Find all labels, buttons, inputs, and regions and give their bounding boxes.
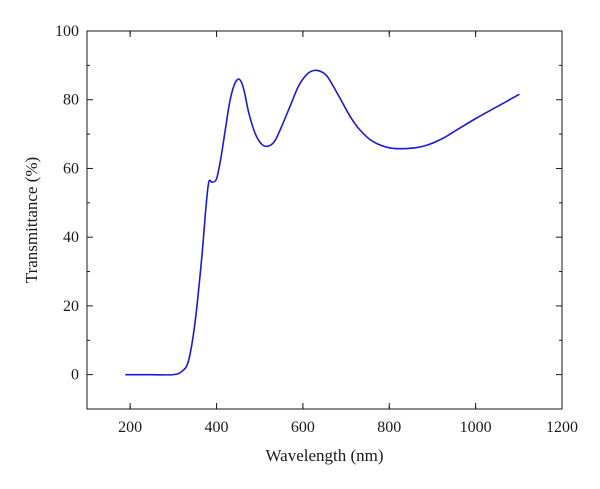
y-tick-label: 100 xyxy=(55,23,79,40)
y-tick-label: 20 xyxy=(63,298,79,315)
plot-frame xyxy=(86,30,563,410)
axis-tick-labels: 200 400 600 800 1000 1200 0 20 40 60 80 100 xyxy=(55,23,578,436)
x-tick-label: 200 xyxy=(118,419,142,436)
x-tick-label: 800 xyxy=(377,419,401,436)
series-line xyxy=(125,69,520,376)
y-tick-label: 80 xyxy=(63,92,79,109)
y-tick-label: 60 xyxy=(63,160,79,177)
axis-ticks xyxy=(87,30,563,410)
y-tick-label: 40 xyxy=(63,229,79,246)
x-tick-label: 600 xyxy=(291,419,315,436)
x-tick-label: 1200 xyxy=(546,419,578,436)
x-tick-label: 1000 xyxy=(460,419,492,436)
x-tick-label: 400 xyxy=(205,419,229,436)
x-axis-label: Wavelength (nm) xyxy=(265,446,383,465)
series-group xyxy=(125,69,520,376)
y-tick-label: 0 xyxy=(71,367,79,384)
y-axis-label: Transmittance (%) xyxy=(22,157,41,283)
